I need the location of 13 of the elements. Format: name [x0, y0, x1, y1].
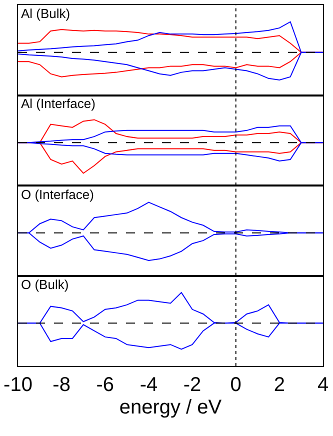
x-tick-label: -6 — [96, 374, 114, 396]
x-tick-label: 4 — [317, 374, 329, 396]
chart-title: Al (Bulk) — [21, 6, 70, 21]
x-tick-label: -2 — [183, 374, 202, 396]
x-tick-label: 0 — [230, 374, 242, 396]
chart-title: O (Bulk) — [21, 277, 69, 292]
x-tick-label: -10 — [4, 374, 32, 396]
x-tick-label: -4 — [140, 374, 158, 396]
x-tick-label: 2 — [274, 374, 285, 396]
chart-title: O (Interface) — [21, 187, 94, 202]
chart-title: Al (Interface) — [21, 96, 96, 111]
x-tick-label: -8 — [52, 374, 70, 396]
x-axis-title: energy / eV — [119, 396, 222, 418]
